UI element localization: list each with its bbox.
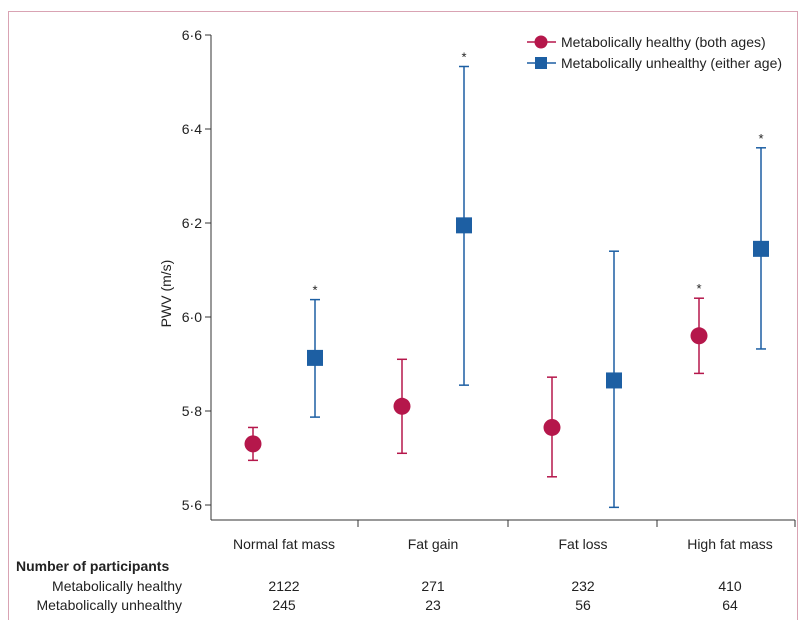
data-point-square — [307, 349, 323, 366]
participants-table: Number of participants Metabolically heal… — [16, 558, 742, 613]
participants-row-label: Metabolically unhealthy — [36, 597, 182, 613]
significance-marker: * — [461, 49, 466, 64]
x-category-label: High fat mass — [687, 536, 773, 552]
y-axis-label: PWV (m/s) — [158, 260, 174, 328]
y-tick-label: 6·0 — [182, 309, 202, 325]
data-point-square — [753, 240, 769, 257]
figure-frame — [8, 11, 798, 620]
legend-label: Metabolically unhealthy (either age) — [561, 55, 782, 71]
participants-count: 410 — [718, 578, 742, 594]
participants-count: 271 — [421, 578, 445, 594]
data-point-circle — [393, 397, 411, 415]
x-category-label: Fat gain — [408, 536, 459, 552]
participants-count: 245 — [272, 597, 296, 613]
y-tick-label: 6·2 — [182, 215, 202, 231]
data-point-circle — [543, 418, 561, 436]
data-point-circle — [690, 327, 708, 345]
legend-marker-square — [535, 57, 547, 69]
significance-marker: * — [758, 131, 763, 146]
data-point-square — [606, 372, 622, 389]
participants-count: 2122 — [268, 578, 299, 594]
participants-count: 56 — [575, 597, 591, 613]
legend-marker-circle — [534, 35, 548, 49]
axes: 5·6 5·8 6·0 6·2 6·4 6·6 PWV (m/s) Normal fat ma… — [158, 27, 796, 552]
y-tick-label: 5·8 — [182, 403, 202, 419]
legend: Metabolically healthy (both ages) Metabol… — [527, 34, 782, 71]
participants-row-label: Metabolically healthy — [52, 578, 182, 594]
significance-marker: * — [312, 283, 317, 298]
data-point-square — [456, 217, 472, 234]
significance-marker: * — [696, 281, 701, 296]
x-category-label: Fat loss — [558, 536, 607, 552]
y-tick-label: 6·6 — [182, 27, 202, 43]
x-category-label: Normal fat mass — [233, 536, 335, 552]
legend-label: Metabolically healthy (both ages) — [561, 34, 766, 50]
participants-count: 64 — [722, 597, 738, 613]
y-tick-label: 5·6 — [182, 497, 202, 513]
participants-count: 23 — [425, 597, 441, 613]
data-point-circle — [244, 435, 262, 453]
y-tick-label: 6·4 — [182, 121, 202, 137]
chart-marks: * * * * — [244, 49, 769, 509]
participants-title: Number of participants — [16, 558, 169, 574]
participants-count: 232 — [571, 578, 595, 594]
